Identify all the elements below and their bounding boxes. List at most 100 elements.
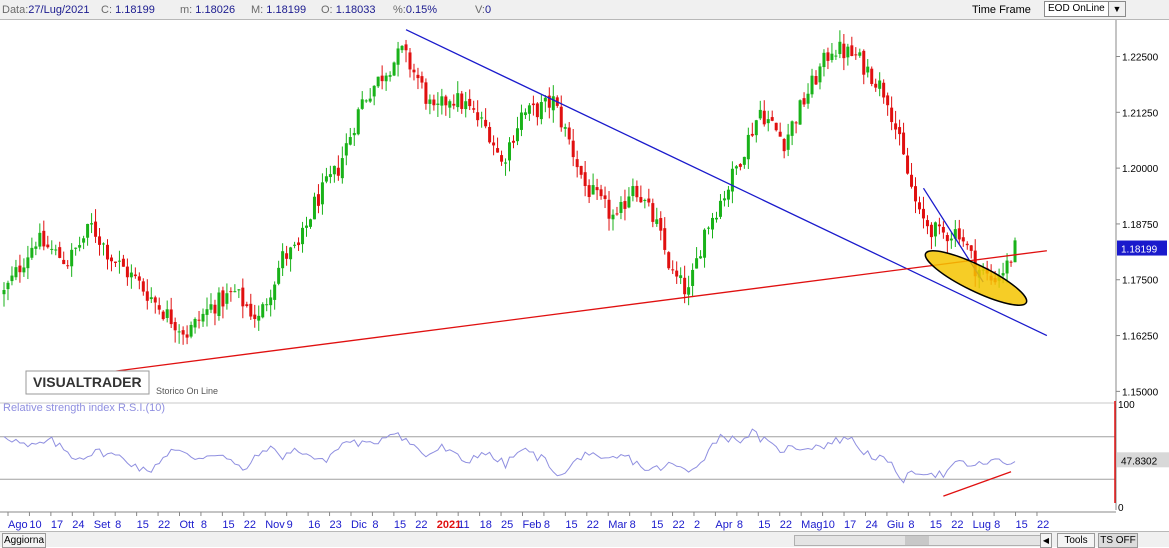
x-tick-label: 8 — [544, 519, 550, 531]
x-tick-label: 8 — [201, 519, 207, 531]
x-tick-label: 16 — [308, 519, 320, 531]
candle — [456, 81, 460, 112]
candle — [380, 65, 384, 90]
rsi-axis-top: 100 — [1118, 400, 1135, 411]
candle — [133, 267, 137, 279]
candle — [766, 110, 770, 132]
candle — [659, 211, 663, 241]
chart-scrollbar[interactable] — [794, 535, 1052, 546]
rsi-divergence-line[interactable] — [943, 471, 1012, 497]
x-tick-label: 18 — [480, 519, 492, 531]
candle — [452, 94, 456, 110]
candle — [671, 260, 675, 275]
candle — [241, 278, 245, 319]
candle — [703, 228, 707, 268]
quote-toolbar: Data:27/Lug/2021 C: 1.18199 m: 1.18026 M… — [0, 0, 1169, 20]
candle — [559, 95, 563, 132]
candle — [34, 241, 38, 256]
scroll-left-icon[interactable]: ◀ — [1040, 533, 1052, 548]
candle — [575, 150, 579, 178]
x-tick-label: 15 — [565, 519, 577, 531]
candle — [66, 260, 70, 269]
candle — [535, 102, 539, 126]
price-chart[interactable]: 1.22500 1.21250 1.20000 1.18750 1.17500 1.162… — [0, 20, 1169, 531]
candle — [623, 189, 627, 221]
candle — [969, 244, 973, 259]
candle — [273, 281, 277, 310]
candle — [364, 99, 368, 103]
candle — [599, 184, 603, 200]
candle — [870, 66, 874, 87]
candle — [734, 164, 738, 175]
x-tick-label: 22 — [673, 519, 685, 531]
candle — [129, 264, 133, 289]
x-tick-label: Mag — [801, 519, 822, 531]
last-price-label: 1.18199 — [1121, 245, 1158, 256]
candle — [810, 68, 814, 98]
candle — [289, 246, 293, 272]
refresh-button[interactable]: Aggiorna — [2, 533, 46, 548]
candle — [917, 196, 921, 215]
candle — [265, 298, 269, 312]
candle — [854, 47, 858, 60]
candle — [404, 39, 408, 63]
x-tick-label: 8 — [908, 519, 914, 531]
candle — [428, 94, 432, 115]
candle — [699, 250, 703, 259]
x-tick-label: 22 — [587, 519, 599, 531]
candle — [26, 245, 30, 280]
logo-subtitle: Storico On Line — [156, 386, 218, 396]
candle — [615, 206, 619, 216]
timeframe-select[interactable]: EOD OnLine ▼ — [1044, 1, 1126, 17]
highlight-ellipse — [924, 250, 1028, 306]
candle — [46, 235, 50, 249]
candle — [217, 287, 221, 321]
candle — [269, 289, 273, 317]
candle — [221, 286, 225, 319]
candle — [635, 180, 639, 202]
candle — [890, 96, 894, 131]
candle — [149, 287, 153, 304]
x-tick-label: Mar — [608, 519, 627, 531]
candle — [886, 92, 890, 116]
candle — [285, 245, 289, 266]
candle — [511, 135, 515, 149]
y-tick-label: 1.21250 — [1122, 108, 1159, 119]
candle — [312, 192, 316, 220]
candle — [750, 122, 754, 138]
candle — [655, 207, 659, 227]
y-tick-label: 1.22500 — [1122, 52, 1159, 63]
last-price-badge — [1117, 240, 1167, 256]
candle — [945, 232, 949, 254]
tools-button[interactable]: Tools — [1057, 533, 1095, 548]
ts-off-button[interactable]: TS OFF — [1098, 533, 1138, 548]
candle — [74, 247, 78, 256]
candle — [906, 147, 910, 175]
candle — [137, 272, 141, 290]
candle — [352, 127, 356, 146]
candle — [102, 242, 106, 256]
candle — [388, 71, 392, 82]
date-field: Data:27/Lug/2021 — [2, 4, 90, 16]
chevron-down-icon[interactable]: ▼ — [1108, 2, 1125, 16]
scrollbar-thumb[interactable] — [905, 536, 929, 545]
x-tick-label: 11 — [458, 519, 469, 531]
candle — [209, 293, 213, 314]
candle — [818, 63, 822, 90]
candle — [324, 167, 328, 184]
candle — [949, 232, 953, 249]
x-tick-label: 15 — [137, 519, 149, 531]
trendline-support[interactable] — [79, 250, 1047, 377]
x-tick-label: Dic — [351, 519, 367, 531]
candle — [492, 135, 496, 156]
candle — [667, 251, 671, 270]
candle — [830, 42, 834, 63]
candle — [169, 297, 173, 329]
trendline-downtrend[interactable] — [405, 29, 1048, 337]
candle — [842, 34, 846, 71]
x-tick-label: Lug — [973, 519, 991, 531]
candle — [440, 88, 444, 115]
candle — [914, 177, 918, 214]
candle — [746, 127, 750, 169]
candle — [105, 239, 109, 270]
